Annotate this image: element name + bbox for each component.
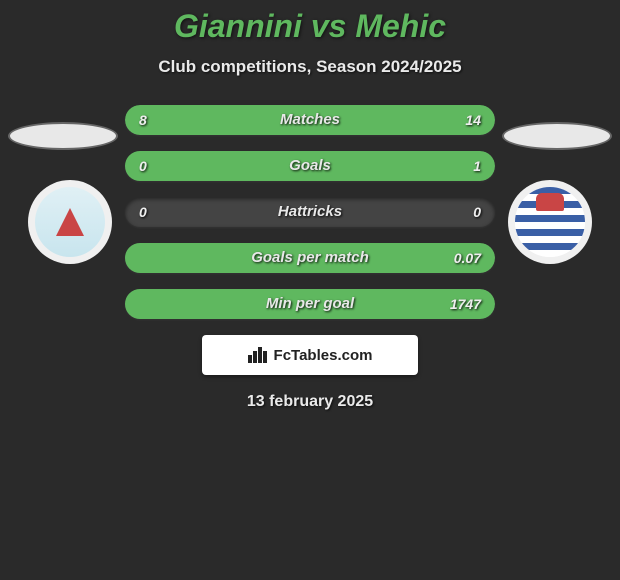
subtitle: Club competitions, Season 2024/2025 [0, 57, 620, 77]
stat-value-right: 0 [473, 197, 481, 227]
stat-label: Goals [125, 151, 495, 181]
stat-label: Goals per match [125, 243, 495, 273]
stat-bar: 8 Matches 14 [125, 105, 495, 135]
stat-value-right: 14 [465, 105, 481, 135]
club-right-badge [508, 180, 592, 264]
player-left-avatar [8, 122, 118, 150]
stat-label: Matches [125, 105, 495, 135]
brand-text: FcTables.com [274, 347, 373, 364]
stat-bar: Min per goal 1747 [125, 289, 495, 319]
stat-value-right: 1 [473, 151, 481, 181]
stat-label: Hattricks [125, 197, 495, 227]
stats-bars: 8 Matches 14 0 Goals 1 0 Hattricks 0 Goa… [125, 105, 495, 319]
club-left-badge [28, 180, 112, 264]
player-right-avatar [502, 122, 612, 150]
page-title: Giannini vs Mehic [0, 8, 620, 45]
stat-label: Min per goal [125, 289, 495, 319]
stat-bar: 0 Goals 1 [125, 151, 495, 181]
date-text: 13 february 2025 [0, 393, 620, 411]
stat-value-right: 1747 [450, 289, 481, 319]
stat-bar: Goals per match 0.07 [125, 243, 495, 273]
brand-badge: FcTables.com [202, 335, 418, 375]
stat-bar: 0 Hattricks 0 [125, 197, 495, 227]
comparison-card: Giannini vs Mehic Club competitions, Sea… [0, 0, 620, 580]
brand-chart-icon [248, 347, 268, 363]
stat-value-right: 0.07 [454, 243, 481, 273]
club-left-logo [35, 187, 105, 257]
club-right-logo [515, 187, 585, 257]
